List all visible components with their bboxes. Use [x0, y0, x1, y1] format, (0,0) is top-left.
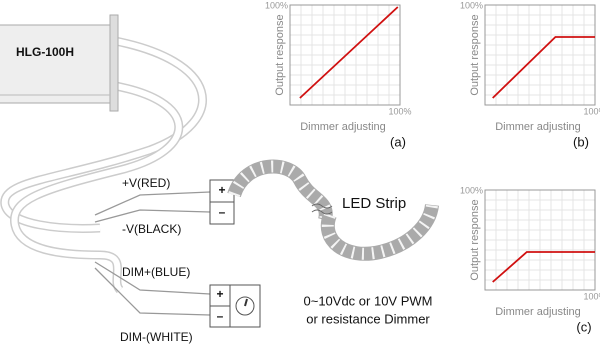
driver-label: HLG-100H — [16, 45, 74, 59]
terminal-minus: – — [217, 309, 224, 323]
wire-label: +V(RED) — [122, 176, 170, 190]
wire-label: DIM+(BLUE) — [122, 265, 190, 279]
terminal-plus: + — [216, 287, 223, 301]
y-axis-label: Output response — [274, 14, 286, 95]
x-axis-label: Dimmer adjusting — [300, 121, 386, 133]
dimmer-text: or resistance Dimmer — [306, 311, 430, 326]
driver: HLG-100H — [0, 14, 119, 112]
cables — [0, 35, 207, 294]
graph-frame — [289, 4, 401, 106]
graph-caption: (a) — [390, 134, 406, 149]
wire-label: -V(BLACK) — [122, 222, 181, 236]
x-max-label: 100% — [388, 106, 411, 116]
response-line — [299, 6, 399, 99]
y-axis-label: Output response — [469, 14, 481, 95]
y-max-label: 100% — [265, 0, 288, 10]
led-strip — [227, 159, 439, 261]
y-max-label: 100% — [460, 0, 483, 10]
response-line — [492, 36, 595, 99]
response-line — [492, 251, 595, 283]
graph-frame — [484, 4, 596, 106]
terminal-plus: + — [218, 183, 225, 197]
dimmer-text: 0~10Vdc or 10V PWM — [304, 293, 433, 308]
x-max-label: 100% — [583, 291, 600, 301]
graph-frame — [484, 189, 596, 291]
x-max-label: 100% — [583, 106, 600, 116]
wires — [94, 191, 211, 316]
graph-caption: (b) — [573, 134, 589, 149]
led-strip-label: LED Strip — [342, 195, 406, 212]
graph-caption: (c) — [576, 319, 591, 334]
x-axis-label: Dimmer adjusting — [495, 121, 581, 133]
y-max-label: 100% — [460, 185, 483, 195]
x-axis-label: Dimmer adjusting — [495, 306, 581, 318]
y-axis-label: Output response — [469, 199, 481, 280]
wire-label: DIM-(WHITE) — [120, 330, 193, 344]
terminal-minus: – — [219, 205, 226, 219]
